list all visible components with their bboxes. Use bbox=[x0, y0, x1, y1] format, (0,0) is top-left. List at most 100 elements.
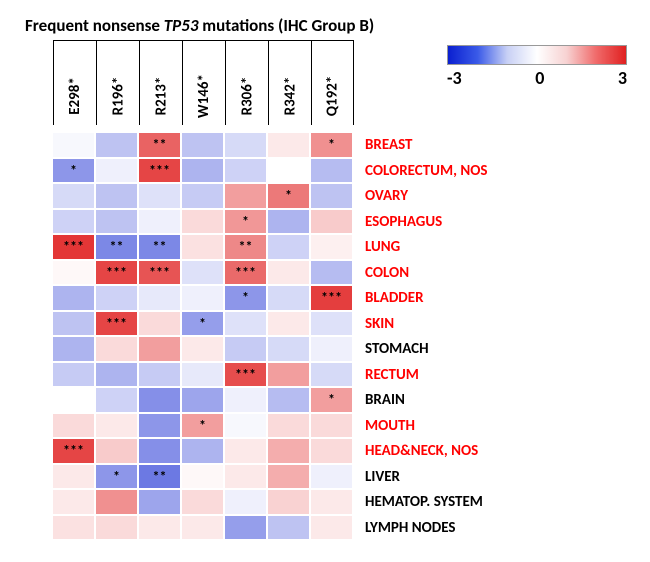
heatmap-cell: *** bbox=[139, 261, 180, 285]
heatmap-cell bbox=[268, 235, 309, 259]
heatmap-cell bbox=[139, 516, 180, 540]
heatmap-cell: *** bbox=[96, 312, 137, 336]
column-header: E298* bbox=[53, 40, 96, 125]
heatmap-cell bbox=[225, 516, 266, 540]
heatmap-cell bbox=[53, 312, 94, 336]
heatmap-cell bbox=[182, 516, 223, 540]
heatmap-cell: ** bbox=[139, 465, 180, 489]
heatmap-cell bbox=[53, 261, 94, 285]
column-headers: E298*R196*R213* W146* R306* R342* Q192* bbox=[53, 40, 354, 125]
heatmap-cell bbox=[268, 363, 309, 387]
heatmap-cell bbox=[225, 465, 266, 489]
heatmap-cell bbox=[311, 337, 352, 361]
heatmap-cell bbox=[225, 312, 266, 336]
row-label: COLON bbox=[365, 261, 487, 287]
column-header: R196* bbox=[96, 40, 139, 125]
heatmap-cell bbox=[139, 414, 180, 438]
heatmap-cell bbox=[53, 184, 94, 208]
heatmap-cell bbox=[268, 490, 309, 514]
row-label: MOUTH bbox=[365, 414, 487, 440]
row-label: BREAST bbox=[365, 133, 487, 159]
heatmap-cell: ** bbox=[96, 235, 137, 259]
heatmap-cell bbox=[311, 235, 352, 259]
heatmap-cell bbox=[225, 388, 266, 412]
title-suffix: mutations (IHC Group B) bbox=[198, 15, 374, 36]
heatmap-cell bbox=[182, 235, 223, 259]
heatmap-cell bbox=[225, 184, 266, 208]
heatmap-cell bbox=[268, 439, 309, 463]
figure-title: Frequent nonsense TP53 mutations (IHC Gr… bbox=[25, 15, 374, 36]
column-header-label: R342* bbox=[281, 77, 299, 116]
heatmap-grid: ****************************************… bbox=[53, 133, 352, 539]
heatmap-cell bbox=[225, 133, 266, 157]
heatmap-cell bbox=[139, 210, 180, 234]
heatmap-cell: ** bbox=[225, 235, 266, 259]
colorbar-min: -3 bbox=[447, 67, 462, 89]
row-label: BRAIN bbox=[365, 388, 487, 414]
heatmap-cell bbox=[311, 490, 352, 514]
heatmap-cell bbox=[311, 312, 352, 336]
column-header-label: W146* bbox=[195, 74, 213, 118]
heatmap-cell bbox=[96, 490, 137, 514]
colorbar: -3 0 3 bbox=[447, 45, 627, 89]
heatmap-cell bbox=[139, 312, 180, 336]
heatmap-cell bbox=[139, 286, 180, 310]
heatmap-cell bbox=[311, 363, 352, 387]
heatmap-cell bbox=[311, 210, 352, 234]
heatmap-cell bbox=[225, 337, 266, 361]
heatmap-cell bbox=[182, 439, 223, 463]
heatmap-cell bbox=[182, 337, 223, 361]
heatmap-cell bbox=[182, 465, 223, 489]
row-label: LYMPH NODES bbox=[365, 516, 487, 542]
row-label: LIVER bbox=[365, 465, 487, 491]
heatmap-cell bbox=[225, 414, 266, 438]
heatmap-cell bbox=[225, 159, 266, 183]
row-labels: BREASTCOLORECTUM, NOSOVARYESOPHAGUSLUNGC… bbox=[365, 133, 487, 541]
heatmap-cell bbox=[182, 388, 223, 412]
heatmap-cell bbox=[53, 414, 94, 438]
heatmap-cell bbox=[139, 337, 180, 361]
column-header: R306* bbox=[225, 40, 268, 125]
row-label: COLORECTUM, NOS bbox=[365, 159, 487, 185]
heatmap-cell bbox=[268, 133, 309, 157]
heatmap-cell bbox=[53, 286, 94, 310]
row-label: ESOPHAGUS bbox=[365, 210, 487, 236]
heatmap-cell bbox=[96, 516, 137, 540]
heatmap-cell bbox=[268, 286, 309, 310]
heatmap-cell bbox=[96, 184, 137, 208]
heatmap-cell bbox=[182, 184, 223, 208]
column-header: R213* bbox=[139, 40, 182, 125]
heatmap-cell bbox=[96, 133, 137, 157]
heatmap-cell bbox=[268, 465, 309, 489]
column-header: Q192* bbox=[311, 40, 354, 125]
heatmap-cell bbox=[96, 363, 137, 387]
heatmap-cell: * bbox=[182, 312, 223, 336]
heatmap-cell bbox=[53, 363, 94, 387]
row-label: HEAD&NECK, NOS bbox=[365, 439, 487, 465]
column-header-label: R306* bbox=[238, 77, 256, 116]
heatmap-cell bbox=[182, 210, 223, 234]
heatmap-cell: *** bbox=[96, 261, 137, 285]
heatmap-cell: * bbox=[311, 388, 352, 412]
heatmap-cell bbox=[225, 490, 266, 514]
heatmap-cell bbox=[268, 312, 309, 336]
heatmap-cell bbox=[268, 337, 309, 361]
heatmap-cell bbox=[139, 439, 180, 463]
heatmap-cell bbox=[96, 439, 137, 463]
colorbar-max: 3 bbox=[618, 67, 627, 89]
heatmap-cell bbox=[53, 337, 94, 361]
colorbar-labels: -3 0 3 bbox=[447, 67, 627, 89]
heatmap-cell: * bbox=[182, 414, 223, 438]
heatmap-cell bbox=[182, 159, 223, 183]
row-label: HEMATOP. SYSTEM bbox=[365, 490, 487, 516]
heatmap-cell bbox=[53, 388, 94, 412]
column-header: R342* bbox=[268, 40, 311, 125]
heatmap-cell bbox=[53, 133, 94, 157]
row-label: SKIN bbox=[365, 312, 487, 338]
row-label: OVARY bbox=[365, 184, 487, 210]
heatmap-cell: *** bbox=[139, 159, 180, 183]
heatmap-cell bbox=[53, 210, 94, 234]
heatmap-cell bbox=[139, 388, 180, 412]
heatmap-cell bbox=[182, 490, 223, 514]
heatmap-cell bbox=[311, 159, 352, 183]
